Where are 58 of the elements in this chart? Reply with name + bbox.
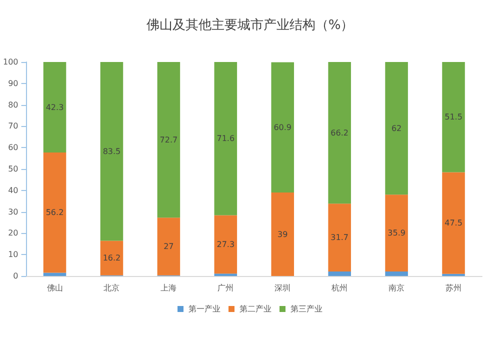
bar: [157, 62, 180, 218]
y-tick-label: 20: [8, 228, 18, 238]
chart-title: 佛山及其他主要城市产业结构（%）: [146, 17, 354, 33]
y-tick-label: 30: [8, 207, 18, 216]
y-tick-label: 60: [8, 143, 18, 152]
y-tick-label: 50: [8, 164, 18, 174]
data-label: 35.9: [388, 228, 406, 238]
bar: [385, 62, 408, 195]
y-tick-label: 0: [13, 272, 18, 280]
bar: [442, 62, 465, 172]
x-tick-label: 南京: [388, 284, 405, 292]
data-label: 51.5: [444, 112, 462, 122]
data-label: 16.2: [102, 254, 121, 263]
data-label: 42.3: [46, 102, 64, 112]
bar: [328, 272, 351, 276]
bar: [157, 218, 180, 276]
y-tick-label: 90: [8, 78, 18, 88]
data-label: 66.2: [330, 128, 348, 138]
y-tick-label: 10: [8, 250, 18, 260]
y-tick-label: 80: [8, 100, 18, 110]
data-label: 31.7: [330, 233, 348, 242]
x-tick-label: 深圳: [274, 284, 291, 292]
bar: [271, 192, 294, 276]
y-tick-label: 100: [2, 58, 18, 66]
legend-label: 第一产业: [188, 304, 220, 314]
legend-label: 第三产业: [290, 304, 322, 314]
bar: [328, 204, 351, 272]
x-tick-label: 佛山: [46, 284, 63, 292]
bar: [43, 62, 66, 153]
data-label: 62: [391, 124, 402, 133]
x-tick-label: 杭州: [330, 284, 348, 292]
data-label: 83.5: [102, 146, 121, 156]
x-tick-label: 上海: [160, 284, 177, 292]
bar: [43, 152, 66, 273]
bar: [271, 62, 294, 193]
bar: [100, 240, 124, 276]
x-tick-label: 广州: [218, 284, 234, 292]
bar: [385, 194, 408, 272]
y-tick-label: 70: [8, 122, 18, 131]
data-label: 72.7: [160, 135, 178, 144]
data-label: 27: [164, 242, 174, 251]
bar: [385, 272, 408, 276]
data-label: 56.2: [46, 208, 64, 218]
data-label: 47.5: [444, 218, 462, 228]
data-label: 39: [278, 230, 288, 239]
bar: [328, 62, 351, 204]
bar: [43, 272, 66, 276]
data-label: 60.9: [274, 122, 292, 132]
bar: [214, 62, 238, 216]
data-label: 27.3: [216, 240, 235, 249]
legend-label: 第二产业: [240, 304, 272, 314]
data-label: 71.6: [216, 134, 235, 144]
bar: [214, 215, 238, 274]
x-tick-label: 北京: [104, 284, 120, 292]
bar: [442, 172, 465, 274]
bar: [100, 62, 124, 241]
x-tick-label: 苏州: [446, 284, 462, 292]
y-tick-label: 40: [8, 186, 18, 195]
